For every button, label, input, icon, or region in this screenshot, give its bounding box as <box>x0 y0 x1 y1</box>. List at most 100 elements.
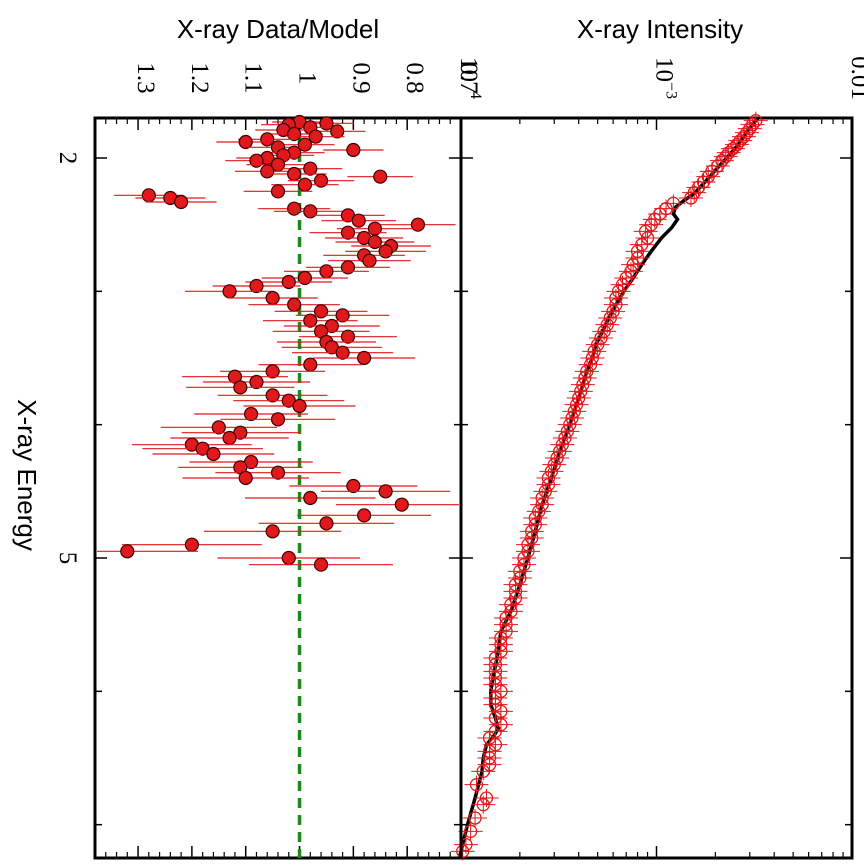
intensity-point-marker <box>504 604 518 618</box>
ratio-point-marker <box>357 350 372 366</box>
ratio-point-marker <box>281 550 296 566</box>
intensity-point <box>614 269 639 287</box>
ratio-point-marker <box>265 290 280 306</box>
ratio-point <box>311 208 385 223</box>
ratio-point <box>321 484 451 499</box>
ratio-panel <box>93 114 463 860</box>
ratio-point <box>298 116 354 131</box>
ratio-point-marker <box>249 374 264 390</box>
ratio-point-marker <box>319 264 334 279</box>
ratio-point-marker <box>303 313 318 328</box>
intensity-point <box>494 622 519 641</box>
intensity-point <box>464 775 489 794</box>
intensity-point-marker <box>587 344 601 358</box>
intensity-tick-label: 0.01 <box>846 56 864 100</box>
ratio-point-marker <box>394 497 409 512</box>
intensity-point-marker <box>550 451 564 465</box>
ratio-point-marker <box>260 164 275 179</box>
intensity-point <box>515 542 540 561</box>
ratio-point-marker <box>340 225 356 240</box>
ratio-point <box>321 213 397 228</box>
ratio-point-marker <box>297 270 313 286</box>
intensity-point-marker <box>580 364 594 378</box>
ratio-point <box>97 544 198 559</box>
intensity-point <box>621 255 646 274</box>
intensity-point-marker <box>583 358 598 372</box>
ratio-point <box>245 490 376 506</box>
ratio-point-marker <box>270 465 286 480</box>
intensity-point <box>519 529 544 547</box>
intensity-point-marker <box>476 764 490 778</box>
ratio-point <box>255 122 312 138</box>
intensity-point-marker <box>508 591 523 605</box>
ratio-point-marker <box>313 304 329 319</box>
intensity-point <box>629 235 654 254</box>
ratio-point-marker <box>319 116 334 131</box>
ratio-point-marker <box>335 308 350 323</box>
intensity-point <box>585 335 610 354</box>
ratio-point-marker <box>378 244 393 259</box>
ratio-point <box>215 465 341 480</box>
intensity-point <box>572 369 597 387</box>
intensity-point-marker <box>740 126 754 140</box>
intensity-point-marker <box>635 238 649 252</box>
ratio-point <box>152 446 275 462</box>
ratio-point <box>325 230 404 246</box>
intensity-tick-exponent: −3 <box>663 82 680 99</box>
intensity-point <box>474 789 499 807</box>
intensity-point-marker <box>630 251 645 265</box>
intensity-point-marker <box>517 558 531 572</box>
ratio-point <box>233 393 345 408</box>
ratio-point <box>243 398 356 414</box>
ratio-point <box>281 340 382 355</box>
ratio-point <box>297 508 432 523</box>
x-axis-label: X-ray Energy <box>12 399 42 551</box>
ratio-point-marker <box>313 557 329 572</box>
ratio-point-marker <box>308 129 323 144</box>
ratio-point-marker <box>303 204 318 219</box>
ratio-point-marker <box>340 329 356 344</box>
ratio-point <box>273 204 347 219</box>
intensity-point <box>450 842 475 861</box>
ratio-point-marker <box>287 166 302 182</box>
intensity-point-marker <box>611 284 626 298</box>
ratio-point-marker <box>249 278 264 294</box>
ratio-tick-label: 1.1 <box>240 62 267 93</box>
intensity-point-marker <box>574 384 588 398</box>
ratio-tick-label: 1.3 <box>132 62 159 93</box>
ratio-point <box>289 478 418 494</box>
intensity-point-marker <box>578 371 592 385</box>
intensity-point-marker <box>456 844 470 858</box>
ratio-point <box>286 129 345 144</box>
intensity-point <box>557 415 582 434</box>
ratio-point <box>283 318 380 334</box>
intensity-point <box>588 329 613 347</box>
intensity-point <box>542 455 567 474</box>
ratio-point <box>323 142 384 158</box>
ratio-point-marker <box>340 260 356 275</box>
intensity-point-marker <box>684 191 698 205</box>
intensity-point-marker <box>565 411 579 425</box>
intensity-point <box>562 402 587 421</box>
ratio-point <box>261 270 348 286</box>
intensity-point-marker <box>733 134 747 148</box>
intensity-point-marker <box>528 518 542 532</box>
ratio-point <box>216 134 276 150</box>
intensity-point <box>526 502 551 521</box>
ratio-point-marker <box>174 194 189 210</box>
intensity-point-marker <box>626 258 640 272</box>
intensity-point <box>633 222 658 241</box>
ratio-point-marker <box>222 284 237 299</box>
intensity-point-marker <box>615 278 630 292</box>
intensity-point-marker <box>722 146 736 160</box>
intensity-point-marker <box>572 391 586 405</box>
intensity-point-marker <box>469 778 484 792</box>
intensity-point <box>458 822 483 841</box>
intensity-point-marker <box>525 531 539 545</box>
ratio-point <box>217 388 328 403</box>
ratio-point-marker <box>270 412 286 427</box>
intensity-point-marker <box>476 798 490 812</box>
intensity-point <box>547 442 572 461</box>
ratio-point-marker <box>287 201 302 216</box>
